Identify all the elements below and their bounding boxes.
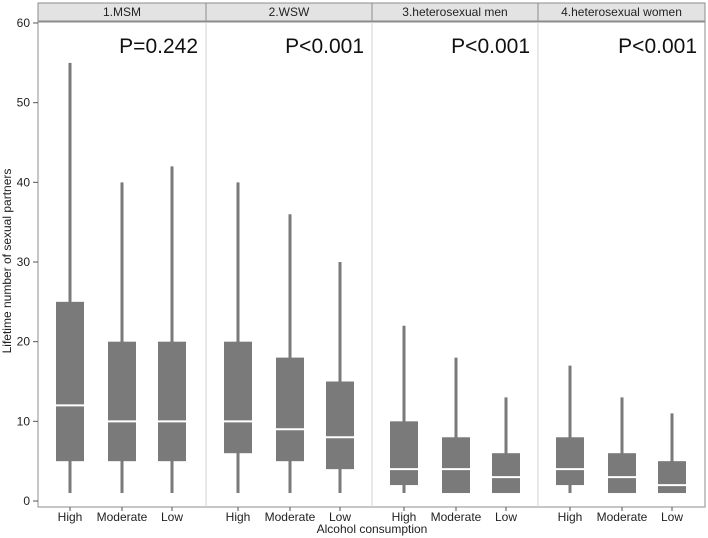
box (108, 341, 136, 462)
y-tick-label: 60 (17, 16, 31, 30)
x-tick-label: Low (661, 510, 683, 524)
p-value-label: P<0.001 (618, 35, 697, 58)
p-value-label: P=0.242 (119, 35, 198, 58)
y-tick-label: 50 (17, 96, 31, 110)
y-tick-label: 20 (17, 335, 31, 349)
y-tick-label: 10 (17, 414, 31, 428)
panel-label: 2.WSW (269, 5, 310, 19)
box (658, 461, 686, 494)
x-tick-label: Moderate (597, 510, 648, 524)
y-tick-label: 0 (23, 494, 30, 508)
panel-label: 3.heterosexual men (402, 5, 507, 19)
x-tick-label: Low (329, 510, 351, 524)
panel-strip (537, 2, 706, 22)
panel-frames: P=0.242 P<0.001 P<0.001 P<0.001 (37, 21, 706, 508)
x-axis: High Moderate Low High Moderate Low High Modera… (58, 507, 683, 524)
p-value-label: P<0.001 (451, 35, 530, 58)
box (492, 453, 520, 494)
panel-label: 4.heterosexual women (561, 5, 682, 19)
panel-strips: 1.MSM 2.WSW 3.heterosexual men 4.heterosexu… (37, 2, 706, 22)
box (276, 357, 304, 462)
y-axis: 0 10 20 30 40 50 60 (17, 16, 38, 508)
x-tick-label: High (58, 510, 83, 524)
x-tick-label: High (392, 510, 417, 524)
box (556, 437, 584, 486)
x-axis-title: Alcohol consumption (317, 522, 428, 536)
y-axis-title: Lifetime number of sexual partners (0, 169, 14, 354)
x-tick-label: Moderate (265, 510, 316, 524)
x-tick-label: Low (161, 510, 183, 524)
box (608, 453, 636, 494)
y-tick-label: 40 (17, 175, 31, 189)
box (56, 301, 84, 462)
box-plots (56, 62, 686, 494)
x-tick-label: Moderate (97, 510, 148, 524)
box (442, 437, 470, 494)
x-tick-label: Moderate (431, 510, 482, 524)
x-tick-label: High (226, 510, 251, 524)
x-tick-label: High (558, 510, 583, 524)
box (326, 381, 354, 470)
box (158, 341, 186, 462)
y-tick-label: 30 (17, 255, 31, 269)
x-tick-label: Low (495, 510, 517, 524)
panel-label: 1.MSM (103, 5, 141, 19)
box (224, 341, 252, 454)
box (390, 421, 418, 486)
p-value-label: P<0.001 (285, 35, 364, 58)
